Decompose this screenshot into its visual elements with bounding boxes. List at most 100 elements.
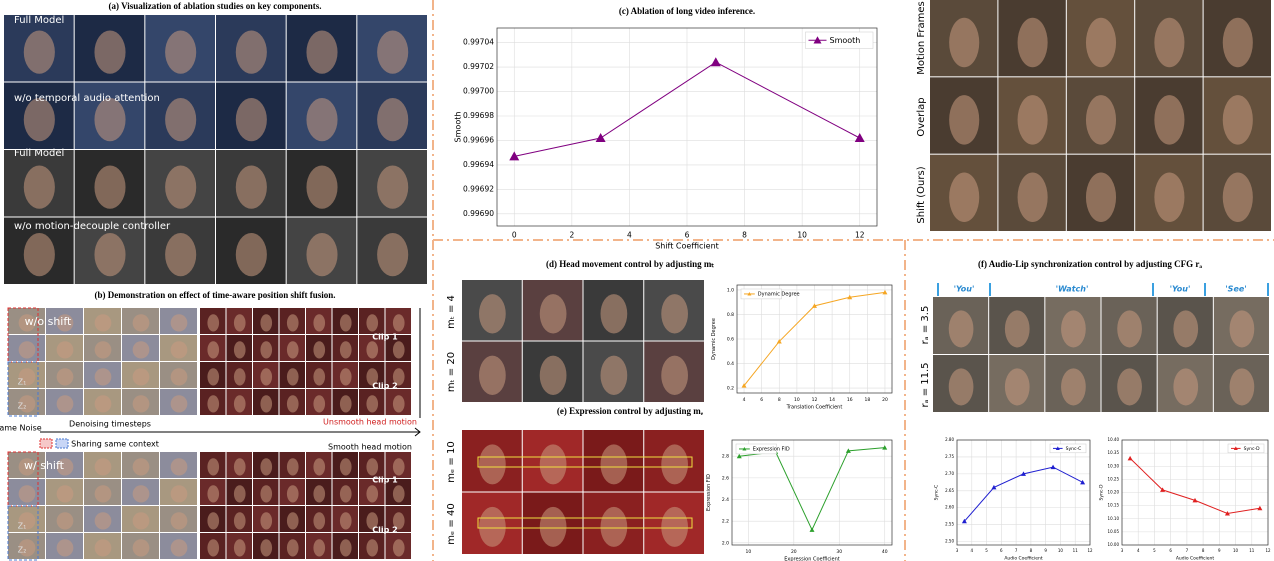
x-tick-label: 7	[1015, 548, 1018, 553]
x-axis-label: Audio Coefficient	[1004, 556, 1043, 561]
marker	[711, 57, 721, 66]
face	[393, 314, 405, 331]
panel-title: (d) Head movement control by adjusting m…	[546, 259, 714, 269]
x-tick-label: 4	[1137, 548, 1140, 553]
face	[133, 539, 150, 556]
face	[306, 233, 337, 276]
word-label: 'You'	[1170, 285, 1191, 294]
y-tick-label: 2.60	[945, 505, 954, 510]
row-label: mₜ = 20	[446, 352, 457, 392]
face	[171, 539, 188, 556]
y-axis-label: Smooth	[454, 112, 463, 143]
x-tick-label: 5	[1153, 548, 1156, 553]
row-label: w/o temporal audio attention	[14, 93, 160, 104]
face	[1117, 310, 1142, 347]
face	[171, 485, 188, 502]
marker	[991, 485, 996, 490]
face	[377, 31, 408, 74]
x-tick-label: 4	[627, 231, 632, 240]
face	[1173, 310, 1198, 347]
x-tick-label: 2	[569, 231, 574, 240]
y-axis-label: Dynamic Degree	[711, 318, 717, 360]
face	[57, 368, 74, 385]
face	[1061, 368, 1086, 405]
row-label: w/o motion-decouple controller	[14, 221, 171, 232]
face	[171, 395, 188, 412]
x-tick-label: 16	[847, 397, 853, 403]
face	[366, 539, 378, 556]
x-tick-label: 11	[1073, 548, 1079, 553]
face	[133, 458, 150, 475]
face	[95, 539, 112, 556]
x-tick-label: 12	[855, 231, 865, 240]
face	[313, 458, 325, 475]
face	[287, 485, 299, 502]
x-tick-label: 3	[956, 548, 959, 553]
x-tick-label: 8	[778, 397, 781, 403]
face	[306, 98, 337, 141]
face	[340, 512, 352, 529]
face	[479, 294, 506, 333]
face	[165, 31, 196, 74]
face	[236, 233, 267, 276]
face	[661, 294, 688, 333]
x-tick-label: 20	[882, 397, 888, 403]
face	[1154, 18, 1184, 67]
marker	[855, 133, 865, 142]
y-tick-label: 10.30	[1108, 463, 1120, 468]
face	[1173, 368, 1198, 405]
clip-label: Clip 2	[372, 526, 397, 535]
x-tick-label: 9	[1044, 548, 1047, 553]
face	[1223, 18, 1253, 67]
face	[1223, 95, 1253, 144]
face	[260, 395, 272, 412]
x-tick-label: 3	[1121, 548, 1124, 553]
legend-text: Same Noise	[0, 424, 42, 433]
face	[133, 368, 150, 385]
face	[234, 485, 246, 502]
x-tick-label: 9	[1218, 548, 1221, 553]
face	[340, 314, 352, 331]
face	[207, 539, 219, 556]
x-tick-label: 8	[1030, 548, 1033, 553]
face	[236, 98, 267, 141]
y-tick-label: 10.05	[1108, 529, 1120, 534]
y-tick-label: 0.99702	[463, 62, 494, 71]
latent-label: Z₂	[18, 546, 27, 555]
face	[366, 341, 378, 358]
y-tick-label: 2.50	[945, 539, 954, 544]
face	[287, 539, 299, 556]
clip-label: Clip 2	[372, 382, 397, 391]
face	[949, 310, 974, 347]
x-tick-label: 12	[1087, 548, 1093, 553]
face	[133, 341, 150, 358]
face	[94, 31, 125, 74]
y-axis-label: Sync-D	[1099, 484, 1105, 500]
legend-text: Smooth	[830, 36, 861, 45]
face	[165, 98, 196, 141]
face	[207, 485, 219, 502]
face	[24, 98, 55, 141]
face	[94, 98, 125, 141]
face	[393, 341, 405, 358]
axis-text: Denoising timesteps	[69, 420, 151, 429]
marker	[596, 133, 606, 142]
face	[171, 368, 188, 385]
y-tick-label: 0.99704	[463, 38, 494, 47]
face	[1154, 95, 1184, 144]
face	[236, 166, 267, 209]
y-tick-label: 10.25	[1108, 476, 1120, 481]
y-tick-label: 0.99700	[463, 87, 494, 96]
face	[57, 395, 74, 412]
face	[949, 18, 979, 67]
face	[313, 512, 325, 529]
face	[479, 444, 506, 484]
row-label: Full Model	[14, 148, 64, 159]
face	[1018, 18, 1048, 67]
face	[207, 314, 219, 331]
face	[260, 458, 272, 475]
y-tick-label: 2.8	[722, 454, 729, 460]
face	[260, 314, 272, 331]
row-label: rₐ = 3.5	[920, 306, 931, 345]
x-tick-label: 6	[1000, 548, 1003, 553]
